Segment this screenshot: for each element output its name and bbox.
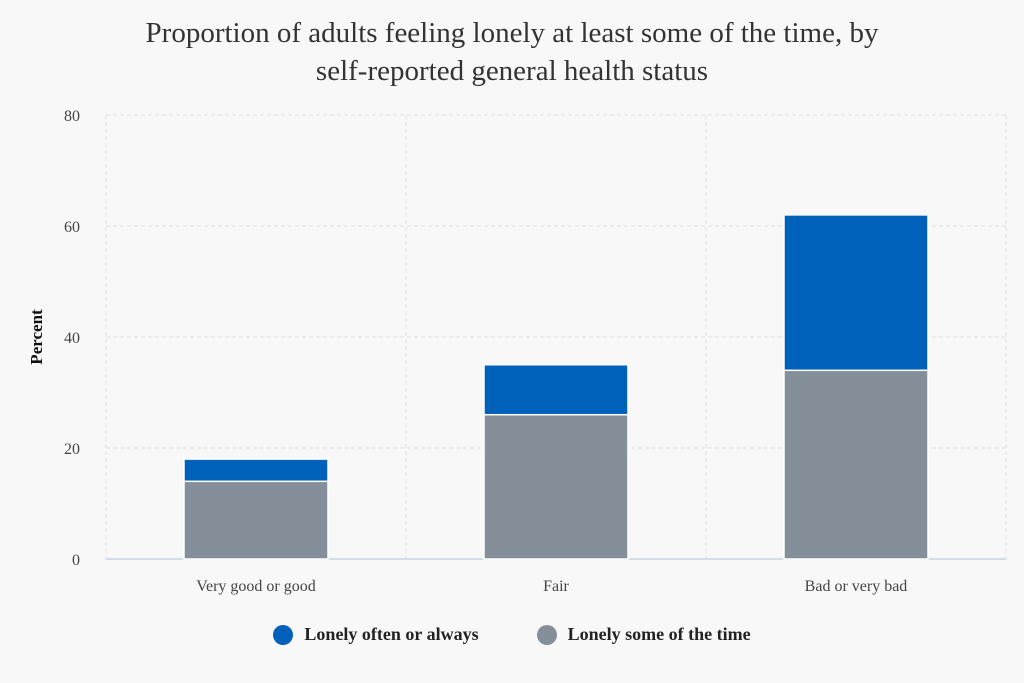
legend-item-some[interactable]: Lonely some of the time <box>536 624 751 645</box>
chart-title-line-1: Proportion of adults feeling lonely at l… <box>145 17 879 49</box>
bar-some-1 <box>483 413 629 560</box>
bar-some-2 <box>783 369 929 560</box>
bar-often-2 <box>783 214 929 372</box>
x-tick-label: Very good or good <box>196 578 316 595</box>
legend-label-often: Lonely often or always <box>304 624 479 644</box>
legend-item-often[interactable]: Lonely often or always <box>273 624 479 645</box>
legend-swatch-often <box>273 624 294 645</box>
chart-title: Proportion of adults feeling lonely at l… <box>0 14 1024 90</box>
chart-title-line-2: self-reported general health status <box>315 55 709 87</box>
x-tick-label: Fair <box>543 578 569 595</box>
y-tick-label: 0 <box>72 552 80 569</box>
bar-often-0 <box>183 458 329 483</box>
chart-legend: Lonely often or always Lonely some of th… <box>0 624 1024 645</box>
y-tick-label: 60 <box>64 219 80 236</box>
y-tick-label: 80 <box>64 108 80 125</box>
y-tick-label: 20 <box>64 441 80 458</box>
legend-swatch-some <box>536 624 557 645</box>
bar-often-1 <box>483 364 629 416</box>
y-axis-label: Percent <box>27 309 46 365</box>
x-tick-label: Bad or very bad <box>805 578 908 595</box>
bar-some-0 <box>183 480 329 560</box>
legend-label-some: Lonely some of the time <box>567 624 751 644</box>
y-tick-label: 40 <box>64 330 80 347</box>
